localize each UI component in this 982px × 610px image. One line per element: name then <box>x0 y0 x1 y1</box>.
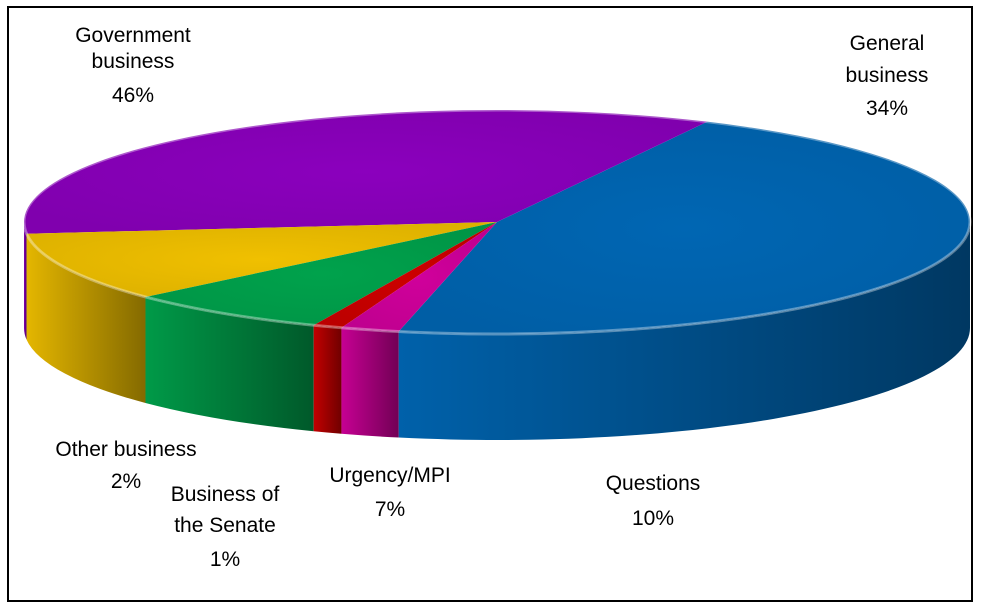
data-label-value: 2% <box>111 470 141 493</box>
pie-slice-general-business <box>24 109 708 234</box>
data-label-other-business: Other business 2% <box>55 438 196 493</box>
data-label-value: 34% <box>866 97 908 120</box>
pie-slice-government-business <box>398 121 970 334</box>
data-label-business-of-the-senate: Business of the Senate 1% <box>171 483 280 571</box>
pie-slice-other-business <box>341 222 497 332</box>
data-label-text: business <box>846 64 929 87</box>
data-label-value: 7% <box>375 498 405 521</box>
pie-side-questions <box>26 233 146 403</box>
pie-side-other-business <box>341 327 399 438</box>
data-label-text: the Senate <box>174 514 276 537</box>
pie-side-business-of-the-senate <box>313 325 342 434</box>
pie-side-urgency-mpi <box>145 296 314 432</box>
data-label-value: 1% <box>210 548 240 571</box>
pie-side-general-business <box>24 222 27 340</box>
data-label-questions: Questions 10% <box>606 472 701 530</box>
data-label-text: Government <box>75 24 191 47</box>
pie-rim-highlight <box>22 108 972 336</box>
data-label-general-business: General business 34% <box>846 32 929 120</box>
data-label-text: Questions <box>606 472 701 495</box>
data-label-value: 10% <box>632 507 674 530</box>
data-label-text: Other business <box>55 438 196 461</box>
data-label-text: Business of <box>171 483 280 506</box>
pie-slice-urgency-mpi <box>145 222 497 326</box>
data-label-government-business: Government business 46% <box>75 24 191 107</box>
data-label-text: General <box>850 32 925 55</box>
pie-slice-business-of-the-senate <box>313 222 497 328</box>
data-label-value: 46% <box>112 84 154 107</box>
pie-side-government-business <box>398 222 970 440</box>
data-label-urgency-mpi: Urgency/MPI 7% <box>329 464 450 521</box>
data-label-text: business <box>92 50 175 73</box>
pie-slice-questions <box>26 222 497 297</box>
data-label-text: Urgency/MPI <box>329 464 450 487</box>
